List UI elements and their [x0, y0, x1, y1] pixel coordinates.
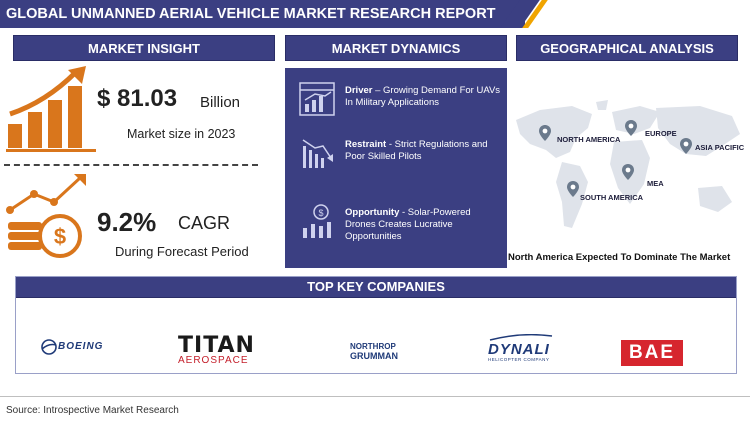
restraint-chart-icon: [302, 139, 333, 168]
opportunity-item: $ Opportunity - Solar-Powered Drones Cre…: [297, 202, 502, 246]
restraint-item: Restraint - Strict Regulations and Poor …: [297, 134, 502, 178]
bae-logo: BAE: [621, 340, 683, 366]
market-dynamics-panel: Driver – Growing Demand For UAVs In Mili…: [285, 68, 507, 268]
opportunity-title: Opportunity: [345, 207, 400, 218]
map-label-mea: MEA: [647, 179, 664, 188]
geographical-analysis-heading: GEOGRAPHICAL ANALYSIS: [516, 35, 738, 61]
northrop-grumman-logo: NORTHROP GRUMMAN: [350, 342, 430, 361]
map-label-north-america: NORTH AMERICA: [557, 135, 621, 144]
map-label-asia-pacific: ASIA PACIFIC: [695, 143, 745, 152]
top-companies-heading: TOP KEY COMPANIES: [15, 276, 737, 298]
rotor-icon: [489, 334, 553, 341]
report-title: GLOBAL UNMANNED AERIAL VEHICLE MARKET RE…: [6, 6, 496, 22]
location-pin-icon: [539, 125, 551, 141]
market-size-caption: Market size in 2023: [127, 127, 236, 141]
market-size-value: $ 81.03: [97, 85, 178, 112]
map-label-europe: EUROPE: [645, 129, 677, 138]
market-size-unit: Billion: [200, 94, 241, 111]
location-pin-icon: [622, 164, 634, 180]
titan-wordmark: TITAN: [178, 333, 255, 358]
location-pin-icon: [567, 181, 579, 197]
cagr-value: 9.2%: [97, 207, 157, 237]
cagr-caption: During Forecast Period: [115, 244, 249, 259]
market-insight-heading: MARKET INSIGHT: [13, 35, 275, 61]
titan-aerospace-logo: TITAN AEROSPACE: [178, 333, 264, 366]
driver-title: Driver: [345, 85, 373, 96]
dynali-wordmark: DYNALI: [488, 341, 550, 358]
coin-growth-icon: $: [6, 174, 86, 258]
source-note: Source: Introspective Market Research: [6, 405, 179, 416]
geo-caption: North America Expected To Dominate The M…: [508, 252, 731, 263]
opportunity-text: - Solar-Powered Drones Creates Lucrative…: [345, 207, 471, 242]
location-pin-icon: [680, 138, 692, 154]
companies-panel: [15, 276, 737, 374]
location-pin-icon: [625, 120, 637, 136]
opportunity-chart-icon: $: [303, 204, 331, 238]
map-label-south-america: SOUTH AMERICA: [580, 193, 644, 202]
market-dynamics-heading: MARKET DYNAMICS: [285, 35, 507, 61]
boeing-wordmark: BOEING: [58, 341, 104, 352]
restraint-text: - Strict Regulations and Poor Skilled Pi…: [345, 139, 488, 162]
grumman-wordmark: GRUMMAN: [350, 351, 398, 361]
svg-text:$: $: [54, 224, 66, 249]
northrop-wordmark: NORTHROP: [350, 342, 396, 351]
growth-bar-chart-icon: [6, 66, 96, 152]
dynali-logo: DYNALI HELICOPTER COMPANY: [488, 334, 558, 362]
driver-text: – Growing Demand For UAVs In Military Ap…: [345, 85, 501, 108]
driver-chart-icon: [299, 82, 335, 116]
restraint-title: Restraint: [345, 139, 387, 150]
cagr-label: CAGR: [178, 213, 231, 233]
dynali-tagline: HELICOPTER COMPANY: [488, 357, 550, 362]
driver-item: Driver – Growing Demand For UAVs In Mili…: [297, 80, 502, 124]
report-title-bar: GLOBAL UNMANNED AERIAL VEHICLE MARKET RE…: [0, 0, 525, 28]
footer-divider: [0, 396, 750, 397]
boeing-emblem-icon: [41, 339, 57, 355]
aerospace-wordmark: AEROSPACE: [178, 355, 249, 366]
insight-divider: [4, 164, 258, 166]
svg-text:$: $: [318, 208, 323, 218]
